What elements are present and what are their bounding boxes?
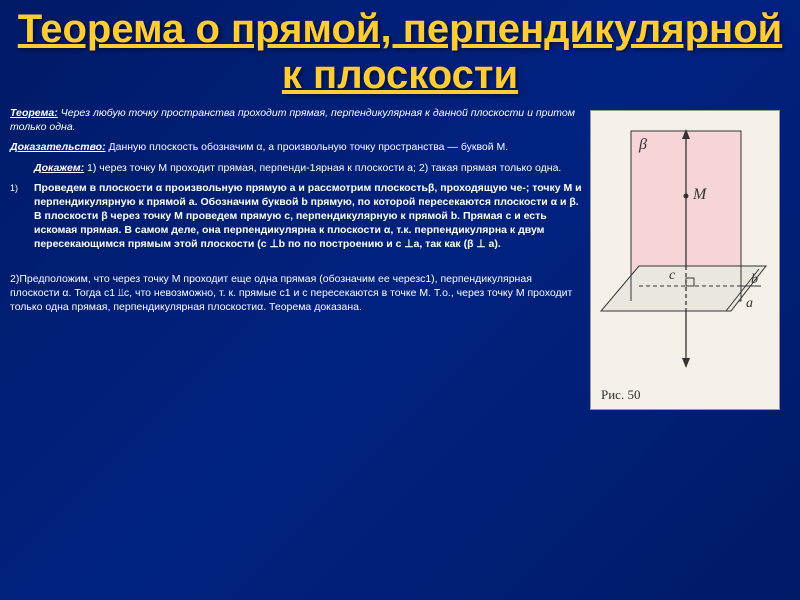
bullet-1-text: Проведем в плоскости α произвольную прям… [34,181,582,252]
proof-text: Данную плоскость обозначим α, а произвол… [106,141,509,153]
text-column: Теорема: Через любую точку пространства … [10,106,590,410]
theorem-paragraph: Теорема: Через любую точку пространства … [10,106,582,134]
figure-box: β М с b а Рис. 50 [590,110,780,410]
label-c: с [669,268,676,283]
theorem-lead: Теорема: [10,107,58,119]
geometry-diagram: β М с b а [591,111,781,381]
dokazhem-lead: Докажем: [34,162,84,174]
dokazhem-text: 1) через точку М проходит прямая, перпен… [84,162,561,174]
dokazhem-paragraph: Докажем: 1) через точку М проходит пряма… [10,161,582,175]
figure-column: β М с b а Рис. 50 [590,106,790,410]
content-area: Теорема: Через любую точку пространства … [0,106,800,410]
label-m: М [692,186,708,203]
label-beta: β [638,136,647,153]
label-a: а [746,296,753,311]
bullet-2-text: 2)Предположим, что через точку М проходи… [10,272,582,315]
label-b: b [751,272,758,287]
proof-lead: Доказательство: [10,141,106,153]
bullet-1-num: 1) [10,181,34,258]
bullet-1: 1) Проведем в плоскости α произвольную п… [10,181,582,258]
theorem-text: Через любую точку пространства проходит … [10,107,575,133]
figure-caption: Рис. 50 [601,387,640,403]
page-title: Теорема о прямой, перпендикулярной к пло… [0,0,800,106]
proof-paragraph: Доказательство: Данную плоскость обознач… [10,140,582,154]
